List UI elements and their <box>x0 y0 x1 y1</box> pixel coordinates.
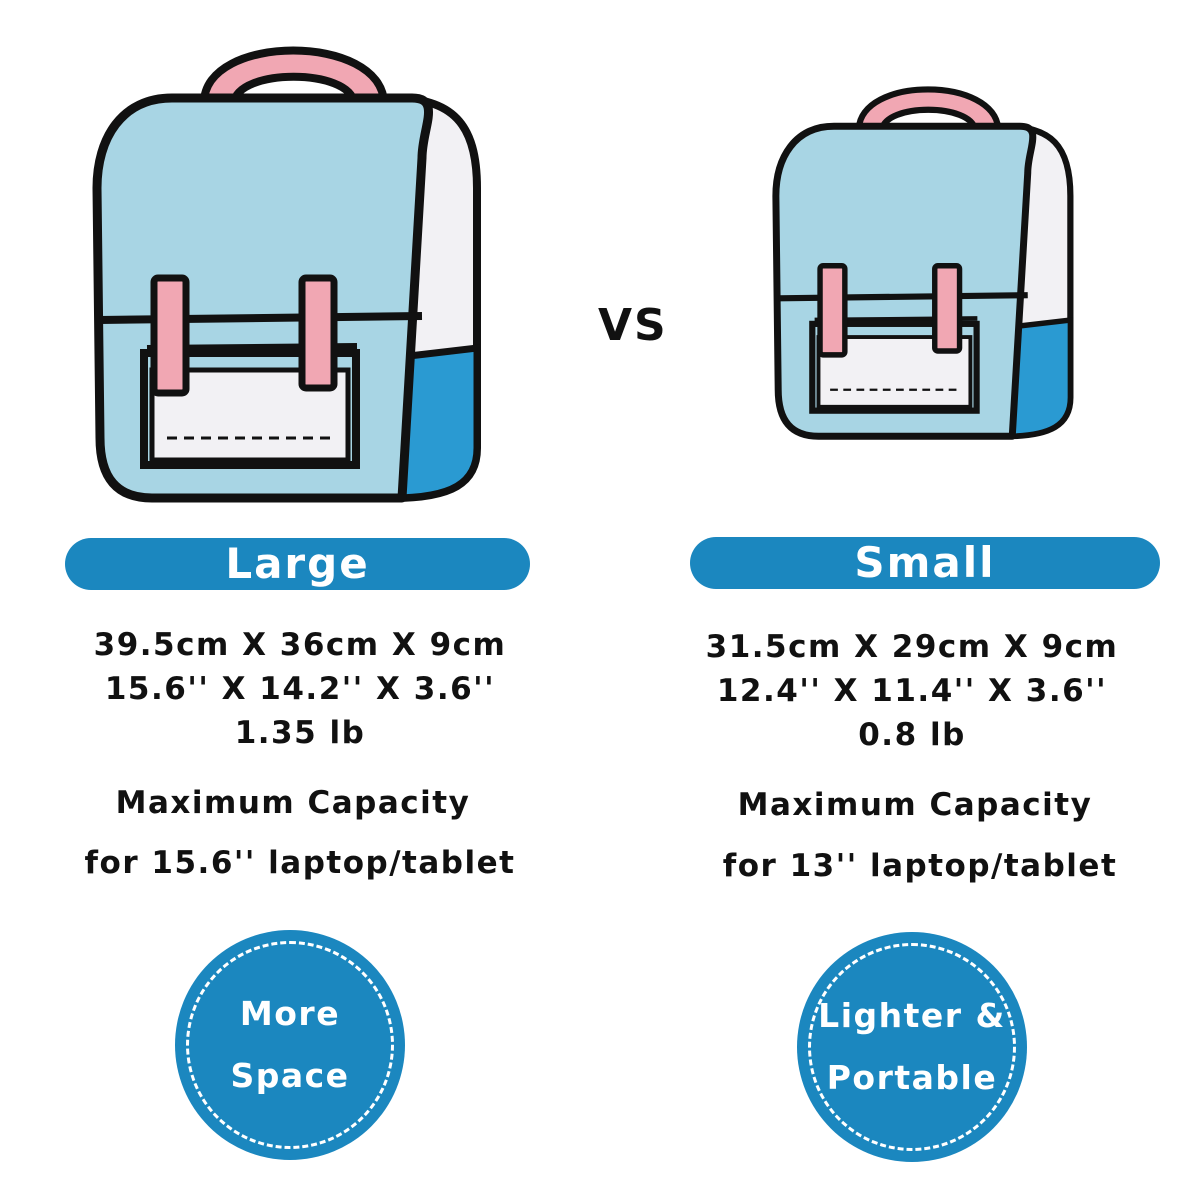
small-backpack-image <box>772 72 1082 444</box>
large-backpack-image <box>92 28 492 508</box>
vs-separator: VS <box>598 300 668 351</box>
large-capacity-detail: for 15.6'' laptop/tablet <box>84 845 516 881</box>
dashed-ring <box>186 941 394 1149</box>
small-weight: 0.8 lb <box>858 717 966 753</box>
small-capacity-detail: for 13'' laptop/tablet <box>722 848 1118 884</box>
badge-line-1: Lighter & <box>818 996 1006 1035</box>
large-weight: 1.35 lb <box>234 715 366 751</box>
small-dimensions-cm: 31.5cm X 29cm X 9cm <box>705 629 1119 665</box>
more-space-badge: More Space <box>175 930 405 1160</box>
badge-line-1: More <box>239 994 341 1033</box>
small-dimensions-in: 12.4'' X 11.4'' X 3.6'' <box>716 673 1108 709</box>
badge-line-2: Space <box>230 1056 350 1095</box>
small-specs: 31.5cm X 29cm X 9cm 12.4'' X 11.4'' X 3.… <box>632 625 1192 757</box>
large-dimensions-in: 15.6'' X 14.2'' X 3.6'' <box>104 671 496 707</box>
lighter-portable-badge: Lighter & Portable <box>797 932 1027 1162</box>
badge-line-2: Portable <box>826 1058 998 1097</box>
large-specs: 39.5cm X 36cm X 9cm 15.6'' X 14.2'' X 3.… <box>20 623 580 755</box>
small-size-label: Small <box>690 537 1160 589</box>
large-capacity-title: Maximum Capacity <box>115 785 471 821</box>
dashed-ring <box>808 943 1016 1151</box>
large-size-label: Large <box>65 538 530 590</box>
small-capacity-title: Maximum Capacity <box>737 787 1093 823</box>
large-dimensions-cm: 39.5cm X 36cm X 9cm <box>93 627 507 663</box>
